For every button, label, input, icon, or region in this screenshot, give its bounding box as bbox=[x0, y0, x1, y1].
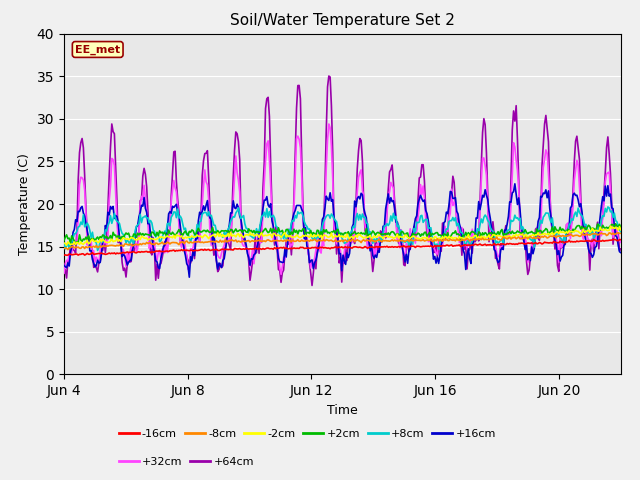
+16cm bbox=[502, 228, 509, 233]
+32cm bbox=[60, 270, 68, 276]
-2cm bbox=[607, 223, 614, 229]
Line: -8cm: -8cm bbox=[64, 233, 621, 250]
Title: Soil/Water Temperature Set 2: Soil/Water Temperature Set 2 bbox=[230, 13, 455, 28]
-16cm bbox=[611, 237, 618, 242]
-2cm bbox=[490, 232, 498, 238]
+64cm bbox=[617, 246, 625, 252]
+64cm bbox=[308, 283, 316, 288]
+16cm bbox=[490, 247, 498, 252]
+2cm bbox=[572, 226, 579, 231]
+8cm bbox=[490, 229, 498, 235]
-8cm bbox=[614, 230, 622, 236]
-8cm bbox=[502, 235, 509, 241]
+32cm bbox=[503, 233, 511, 239]
+8cm bbox=[502, 231, 509, 237]
-8cm bbox=[60, 246, 68, 252]
+64cm bbox=[573, 133, 580, 139]
+8cm bbox=[93, 248, 101, 253]
+64cm bbox=[503, 230, 511, 236]
+64cm bbox=[325, 73, 333, 79]
-8cm bbox=[104, 243, 112, 249]
+32cm bbox=[103, 242, 111, 248]
-16cm bbox=[617, 237, 625, 242]
+16cm bbox=[60, 263, 68, 268]
+64cm bbox=[103, 237, 111, 242]
+16cm bbox=[573, 192, 580, 198]
-2cm bbox=[385, 234, 392, 240]
+2cm bbox=[612, 221, 620, 227]
+2cm bbox=[104, 236, 112, 242]
Line: +2cm: +2cm bbox=[64, 224, 621, 245]
Line: +32cm: +32cm bbox=[64, 124, 621, 275]
-16cm bbox=[448, 242, 456, 248]
+16cm bbox=[103, 226, 111, 232]
+2cm bbox=[502, 231, 509, 237]
-8cm bbox=[490, 236, 498, 242]
-8cm bbox=[572, 232, 579, 238]
-2cm bbox=[104, 240, 112, 245]
-16cm bbox=[502, 242, 509, 248]
Text: EE_met: EE_met bbox=[75, 44, 120, 55]
+64cm bbox=[449, 173, 457, 179]
-16cm bbox=[385, 244, 392, 250]
+32cm bbox=[492, 243, 499, 249]
Line: -2cm: -2cm bbox=[64, 226, 621, 245]
+16cm bbox=[617, 250, 625, 255]
+2cm bbox=[72, 242, 79, 248]
+8cm bbox=[104, 223, 112, 228]
+16cm bbox=[448, 189, 456, 195]
+64cm bbox=[492, 255, 499, 261]
+8cm bbox=[572, 209, 579, 215]
+64cm bbox=[386, 169, 394, 175]
Line: +64cm: +64cm bbox=[64, 76, 621, 286]
+32cm bbox=[449, 203, 457, 208]
-8cm bbox=[385, 238, 392, 244]
Line: +16cm: +16cm bbox=[64, 184, 621, 277]
+8cm bbox=[617, 229, 625, 235]
+16cm bbox=[511, 181, 518, 187]
X-axis label: Time: Time bbox=[327, 404, 358, 417]
-2cm bbox=[572, 228, 579, 233]
-16cm bbox=[60, 252, 68, 258]
+16cm bbox=[186, 274, 193, 280]
+16cm bbox=[385, 191, 392, 197]
-2cm bbox=[60, 240, 68, 246]
+2cm bbox=[448, 232, 456, 238]
Line: +8cm: +8cm bbox=[64, 207, 621, 251]
-16cm bbox=[104, 251, 112, 256]
+64cm bbox=[60, 268, 68, 274]
-8cm bbox=[617, 230, 625, 236]
-8cm bbox=[448, 237, 456, 243]
-2cm bbox=[502, 234, 509, 240]
-2cm bbox=[617, 227, 625, 233]
+32cm bbox=[386, 189, 394, 195]
Legend: +32cm, +64cm: +32cm, +64cm bbox=[114, 452, 259, 471]
-8cm bbox=[64, 247, 72, 252]
+8cm bbox=[448, 218, 456, 224]
+2cm bbox=[385, 230, 392, 236]
+8cm bbox=[604, 204, 612, 210]
-16cm bbox=[63, 252, 70, 258]
+8cm bbox=[60, 240, 68, 246]
+2cm bbox=[490, 229, 498, 235]
-2cm bbox=[448, 234, 456, 240]
+32cm bbox=[573, 157, 580, 163]
Line: -16cm: -16cm bbox=[64, 240, 621, 255]
-16cm bbox=[490, 240, 498, 246]
+32cm bbox=[617, 240, 625, 245]
+32cm bbox=[277, 272, 285, 277]
+2cm bbox=[60, 238, 68, 243]
-2cm bbox=[63, 242, 70, 248]
Y-axis label: Temperature (C): Temperature (C) bbox=[18, 153, 31, 255]
+32cm bbox=[325, 121, 333, 127]
-16cm bbox=[572, 239, 579, 245]
+8cm bbox=[385, 223, 392, 228]
+2cm bbox=[617, 225, 625, 231]
